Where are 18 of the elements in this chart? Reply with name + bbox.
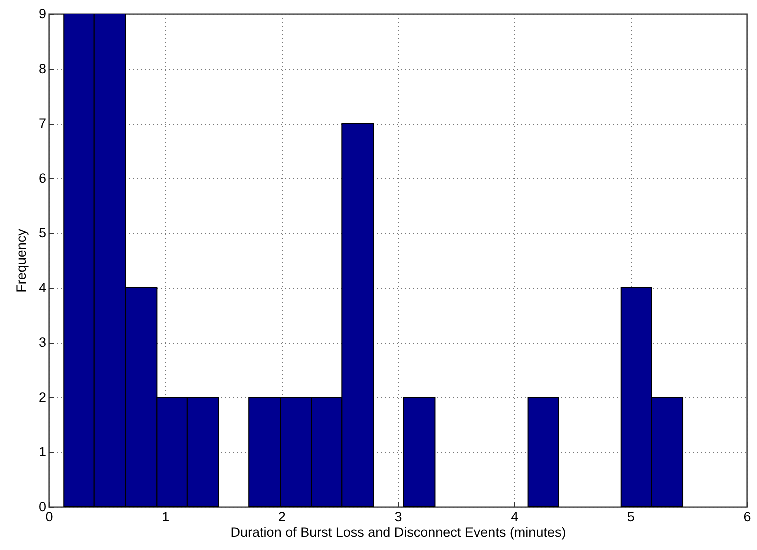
- y-tick-label: 8: [38, 61, 46, 76]
- x-tick-label: 5: [627, 510, 635, 524]
- y-tick-label: 3: [38, 335, 46, 350]
- y-tick-label: 2: [38, 390, 46, 405]
- y-tick-label: 9: [38, 6, 46, 22]
- x-tick-label: 1: [162, 510, 170, 524]
- x-tick-label: 4: [511, 510, 520, 524]
- x-tick-label: 2: [278, 510, 286, 524]
- y-tick-label: 5: [38, 226, 46, 241]
- y-tick-label: 4: [38, 280, 47, 296]
- y-tick-label: 0: [38, 500, 46, 514]
- y-tick-label: 7: [38, 116, 46, 132]
- x-tick-label: 6: [744, 510, 752, 524]
- x-tick-label: 3: [394, 510, 402, 524]
- y-tick-label: 1: [38, 444, 46, 460]
- y-axis-title: Frequency: [14, 228, 29, 293]
- x-axis-title: Duration of Burst Loss and Disconnect Events (minutes): [230, 525, 566, 540]
- y-tick-label: 6: [38, 170, 46, 186]
